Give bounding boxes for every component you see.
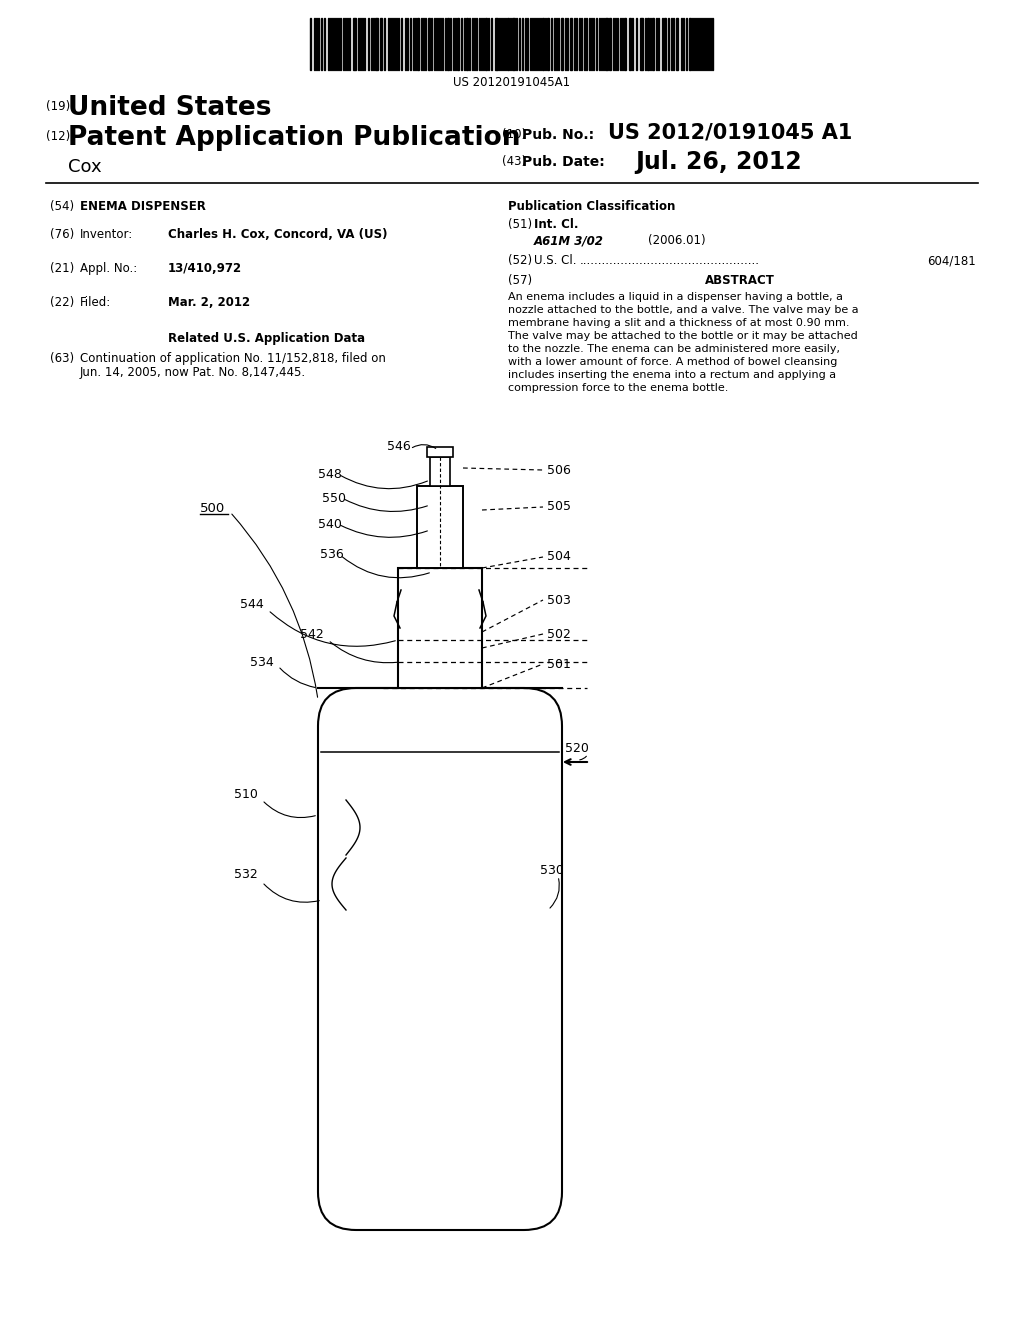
Text: compression force to the enema bottle.: compression force to the enema bottle. — [508, 383, 728, 393]
Text: US 2012/0191045 A1: US 2012/0191045 A1 — [608, 123, 852, 143]
Bar — [507, 18, 509, 70]
Text: US 20120191045A1: US 20120191045A1 — [454, 77, 570, 88]
Bar — [447, 18, 449, 70]
Text: 506: 506 — [547, 463, 570, 477]
Text: (22): (22) — [50, 296, 75, 309]
Text: (21): (21) — [50, 261, 75, 275]
Text: Patent Application Publication: Patent Application Publication — [68, 125, 520, 150]
Bar — [664, 18, 666, 70]
Bar — [570, 18, 572, 70]
Text: Int. Cl.: Int. Cl. — [534, 218, 579, 231]
Bar — [353, 18, 356, 70]
Text: 505: 505 — [547, 500, 571, 513]
Bar — [428, 18, 430, 70]
Text: Pub. No.:: Pub. No.: — [522, 128, 594, 143]
Bar — [652, 18, 654, 70]
Text: Inventor:: Inventor: — [80, 228, 133, 242]
Text: ENEMA DISPENSER: ENEMA DISPENSER — [80, 201, 206, 213]
Text: ................................................: ........................................… — [580, 253, 760, 267]
Text: (52): (52) — [508, 253, 532, 267]
Bar — [466, 18, 468, 70]
Bar — [485, 18, 487, 70]
Text: Jul. 26, 2012: Jul. 26, 2012 — [635, 150, 802, 174]
Text: 530: 530 — [540, 863, 564, 876]
Text: 510: 510 — [234, 788, 258, 801]
Bar — [457, 18, 459, 70]
Text: with a lower amount of force. A method of bowel cleansing: with a lower amount of force. A method o… — [508, 356, 838, 367]
Bar — [647, 18, 649, 70]
Text: (10): (10) — [502, 128, 526, 141]
Text: Mar. 2, 2012: Mar. 2, 2012 — [168, 296, 250, 309]
Bar — [676, 18, 678, 70]
Text: Appl. No.:: Appl. No.: — [80, 261, 137, 275]
Text: 501: 501 — [547, 657, 570, 671]
Text: Related U.S. Application Data: Related U.S. Application Data — [168, 333, 366, 345]
Bar — [640, 18, 643, 70]
Text: U.S. Cl.: U.S. Cl. — [534, 253, 577, 267]
Text: (57): (57) — [508, 275, 532, 286]
Text: 500: 500 — [200, 502, 225, 515]
Text: Charles H. Cox, Concord, VA (US): Charles H. Cox, Concord, VA (US) — [168, 228, 387, 242]
Text: 532: 532 — [234, 869, 258, 882]
Text: Pub. Date:: Pub. Date: — [522, 154, 605, 169]
Text: (51): (51) — [508, 218, 532, 231]
FancyBboxPatch shape — [318, 688, 562, 1230]
Text: Filed:: Filed: — [80, 296, 112, 309]
Bar — [380, 18, 382, 70]
Text: An enema includes a liquid in a dispenser having a bottle, a: An enema includes a liquid in a dispense… — [508, 292, 843, 302]
Text: 534: 534 — [250, 656, 273, 668]
Text: nozzle attached to the bottle, and a valve. The valve may be a: nozzle attached to the bottle, and a val… — [508, 305, 859, 315]
Text: Cox: Cox — [68, 158, 101, 176]
Text: A61M 3/02: A61M 3/02 — [534, 234, 604, 247]
Text: 504: 504 — [547, 550, 570, 564]
Text: to the nozzle. The enema can be administered more easily,: to the nozzle. The enema can be administ… — [508, 345, 840, 354]
Text: Jun. 14, 2005, now Pat. No. 8,147,445.: Jun. 14, 2005, now Pat. No. 8,147,445. — [80, 366, 306, 379]
Text: 502: 502 — [547, 627, 570, 640]
Text: United States: United States — [68, 95, 271, 121]
Bar — [542, 18, 544, 70]
Text: Continuation of application No. 11/152,818, filed on: Continuation of application No. 11/152,8… — [80, 352, 386, 366]
Bar — [375, 18, 378, 70]
Bar — [495, 18, 498, 70]
Bar — [427, 447, 453, 457]
Text: (43): (43) — [502, 154, 526, 168]
Text: 604/181: 604/181 — [928, 253, 976, 267]
Bar — [430, 457, 450, 486]
Text: 503: 503 — [547, 594, 570, 606]
Bar — [629, 18, 631, 70]
Text: 542: 542 — [300, 628, 324, 642]
Text: ABSTRACT: ABSTRACT — [706, 275, 775, 286]
Text: includes inserting the enema into a rectum and applying a: includes inserting the enema into a rect… — [508, 370, 837, 380]
Text: (54): (54) — [50, 201, 74, 213]
Text: (19): (19) — [46, 100, 71, 114]
Text: 520: 520 — [565, 742, 589, 755]
Text: 544: 544 — [240, 598, 264, 610]
Text: membrane having a slit and a thickness of at most 0.90 mm.: membrane having a slit and a thickness o… — [508, 318, 850, 327]
Text: The valve may be attached to the bottle or it may be attached: The valve may be attached to the bottle … — [508, 331, 858, 341]
Bar — [398, 568, 482, 688]
Bar — [512, 18, 515, 70]
Text: 13/410,972: 13/410,972 — [168, 261, 242, 275]
Bar — [547, 18, 549, 70]
Text: (63): (63) — [50, 352, 74, 366]
Text: 550: 550 — [322, 491, 346, 504]
Bar — [609, 18, 611, 70]
Text: (76): (76) — [50, 228, 75, 242]
Text: (2006.01): (2006.01) — [648, 234, 706, 247]
Bar — [561, 18, 563, 70]
Bar — [417, 486, 463, 568]
Bar — [689, 18, 691, 70]
Text: 536: 536 — [319, 549, 344, 561]
Text: (12): (12) — [46, 129, 71, 143]
Text: 548: 548 — [318, 467, 342, 480]
Bar — [417, 18, 419, 70]
Bar — [624, 18, 626, 70]
Text: Publication Classification: Publication Classification — [508, 201, 676, 213]
Text: 546: 546 — [387, 441, 411, 454]
Bar — [605, 18, 608, 70]
Text: 540: 540 — [318, 517, 342, 531]
